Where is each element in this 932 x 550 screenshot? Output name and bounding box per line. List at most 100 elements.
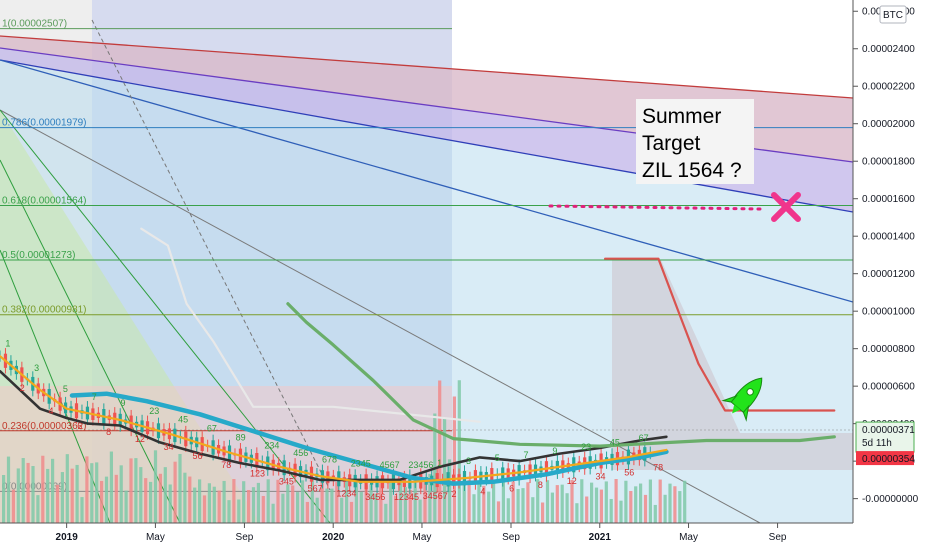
volume-bar [614,479,618,523]
fan-line-green-2 [0,159,181,523]
y-axis[interactable]: 0.000026000.000024000.000022000.00002000… [852,0,932,550]
volume-bar [506,498,510,523]
sequential-count-label: 2 [452,489,457,499]
volume-bar [521,488,525,523]
volume-bar [26,462,30,523]
volume-bar [364,485,368,523]
volume-bar [296,492,300,523]
volume-bar [158,473,162,523]
sequential-count-label: 23456 [408,460,433,470]
x-axis[interactable]: 2019 May Sep 2020 May Sep 2021 May Sep [0,522,853,550]
sequential-count-label: 1 [437,458,442,468]
volume-bar [653,504,657,523]
x-tick-label: 2021 [589,532,612,543]
volume-bar [330,488,334,523]
volume-bar [658,479,662,523]
volume-bar [541,502,545,523]
cloud-band [612,260,853,470]
channel-line-red [0,35,853,99]
sequential-count-label: 1 [5,339,10,349]
volume-bar [501,479,505,523]
volume-bar [207,483,211,523]
y-tick-label: 0.00001400 [862,232,915,243]
price-series-line [286,302,836,448]
volume-bar [629,490,633,523]
volume-bar [320,482,324,523]
fib-level-label: 0.618(0.00001564) [2,195,87,206]
volume-bar [95,462,99,523]
volume-bar [281,493,285,523]
last-price-badge [855,421,915,453]
sequential-count-label: 7 [92,392,97,402]
sequential-count-label: 56 [192,451,202,461]
fib-level-label: 0.5(0.00001273) [2,250,75,261]
volume-bar [75,464,79,523]
volume-bar [531,497,535,523]
volume-bar [594,487,599,523]
sequential-count-label: 2 [20,383,25,393]
volume-bar [345,479,349,523]
volume-bar [198,479,202,523]
fib-level-label: 0.236(0.00000362) [2,421,87,432]
volume-bar [104,476,109,523]
volume-bar [511,481,515,523]
channel-line-blue [0,59,853,213]
volume-bar [575,503,579,523]
volume-bar [555,485,559,523]
volume-bar [604,481,608,523]
sequential-count-label: 56 [624,468,634,478]
volume-bar [668,483,672,523]
volume-bar [369,484,373,523]
price-series-line [69,391,669,486]
volume-bar [109,451,113,523]
volume-bar [36,495,40,523]
x-tick-label: May [679,532,698,543]
rocket-icon [721,377,763,422]
sequential-count-label: 567 [308,483,323,493]
sequential-count-label: 456 [293,448,308,458]
sequential-count-label: 34 [164,442,174,452]
y-tick-label: 0.00001800 [862,157,915,168]
sequential-count-label: 3456 [365,492,385,502]
y-tick-label: 0.00002200 [862,82,915,93]
sequential-count-label: 7 [524,450,529,460]
sequential-count-label: 67 [639,433,649,443]
volume-bar [21,458,25,523]
sequential-count-label: 45 [178,414,188,424]
volume-bar [247,489,251,523]
volume-bar [590,482,594,523]
volume-bar [232,479,236,523]
sequential-count-label: 89 [236,432,246,442]
volume-bar [315,497,319,523]
plot-area[interactable]: 1(0.00002507) 0.786(0.00001979) 0.618(0.00… [0,0,853,523]
sequential-count-label: 12345 [394,492,419,502]
volume-bar [619,500,623,523]
volume-bar [325,488,329,523]
volume-bar [359,492,363,523]
sequential-counts: 1234567891223344556677889123234345456567… [5,339,663,502]
volume-bar [648,479,652,523]
volume-bar [516,488,520,523]
volume-bar [55,484,60,523]
channel-line-navy [0,59,853,303]
symbol-badge[interactable] [879,5,907,24]
volume-bar [394,495,398,523]
volume-bar [340,497,344,523]
x-axis-ticks: 2019 May Sep 2020 May Sep 2021 May Sep [56,523,787,543]
x-tick-label: May [146,532,165,543]
volume-bar [11,489,15,523]
volume-bar [560,484,564,523]
volume-bar [335,481,339,523]
sequential-count-label: 234 [264,440,279,450]
volume-bar [46,468,50,523]
secondary-price-label: 0.00000354 [862,454,915,465]
sequential-count-label: 8 [538,480,543,490]
volume-bar [423,479,427,523]
volume-bar [467,479,471,523]
volume-bar [183,472,187,523]
x-tick-label: Sep [502,532,520,543]
volume-bar [31,466,35,523]
volume-bar [85,456,89,523]
volume-bar [663,494,667,523]
